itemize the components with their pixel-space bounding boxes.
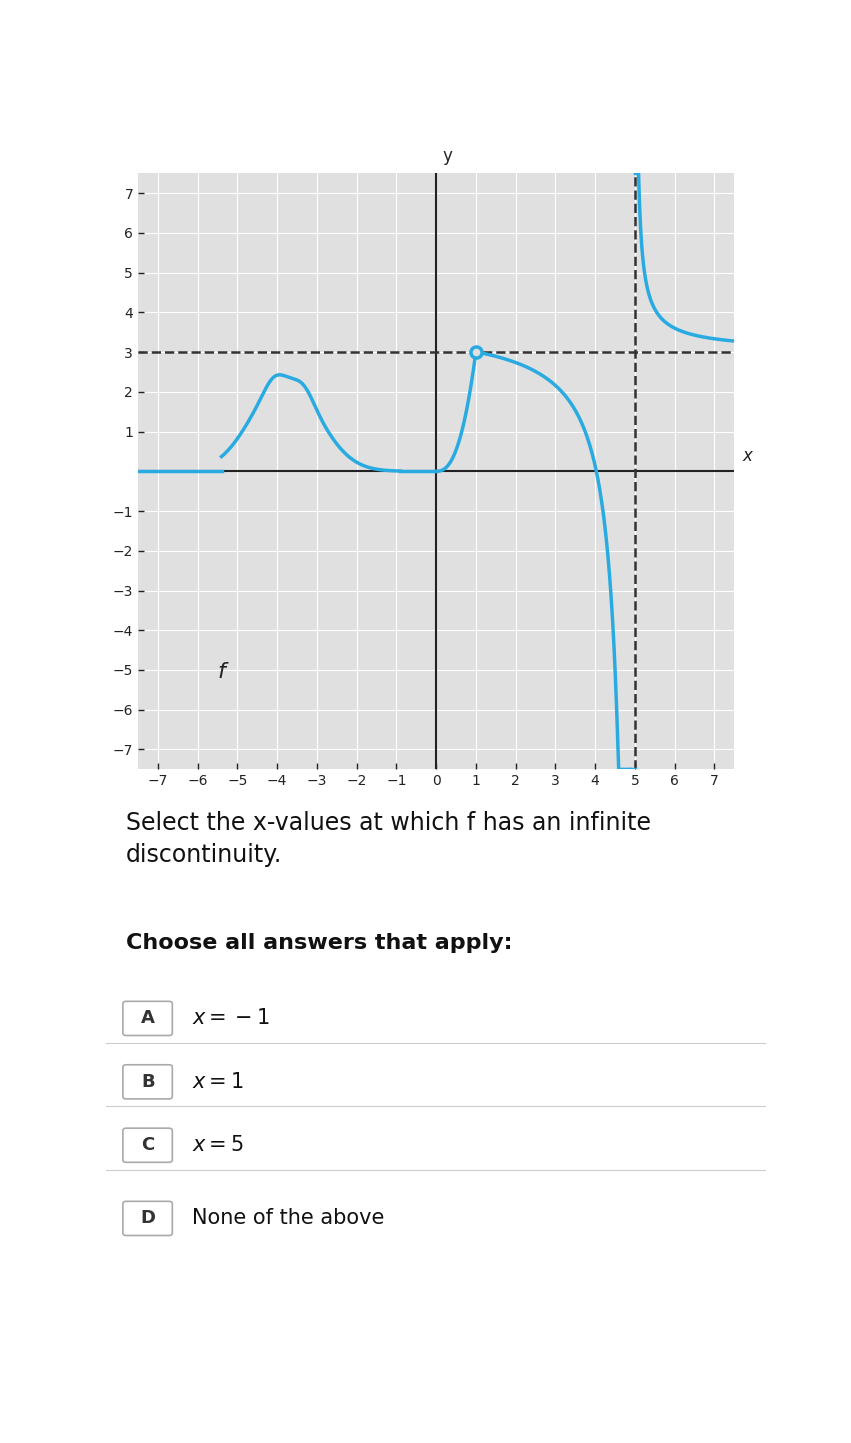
Text: $x = 5$: $x = 5$	[192, 1136, 244, 1156]
FancyBboxPatch shape	[123, 1128, 172, 1162]
Text: D: D	[140, 1209, 156, 1228]
Text: A: A	[141, 1010, 155, 1027]
Text: y: y	[443, 147, 452, 165]
FancyBboxPatch shape	[123, 1065, 172, 1100]
Text: B: B	[141, 1072, 155, 1091]
Text: f: f	[218, 662, 226, 683]
Text: $x = -1$: $x = -1$	[192, 1009, 270, 1029]
Text: C: C	[141, 1136, 155, 1154]
Text: None of the above: None of the above	[192, 1208, 385, 1228]
FancyBboxPatch shape	[123, 1001, 172, 1036]
FancyBboxPatch shape	[123, 1202, 172, 1235]
Text: Choose all answers that apply:: Choose all answers that apply:	[126, 934, 512, 952]
Text: $x = 1$: $x = 1$	[192, 1072, 244, 1092]
Text: Select the x-values at which f has an infinite
discontinuity.: Select the x-values at which f has an in…	[126, 811, 651, 867]
Text: x: x	[742, 447, 752, 465]
